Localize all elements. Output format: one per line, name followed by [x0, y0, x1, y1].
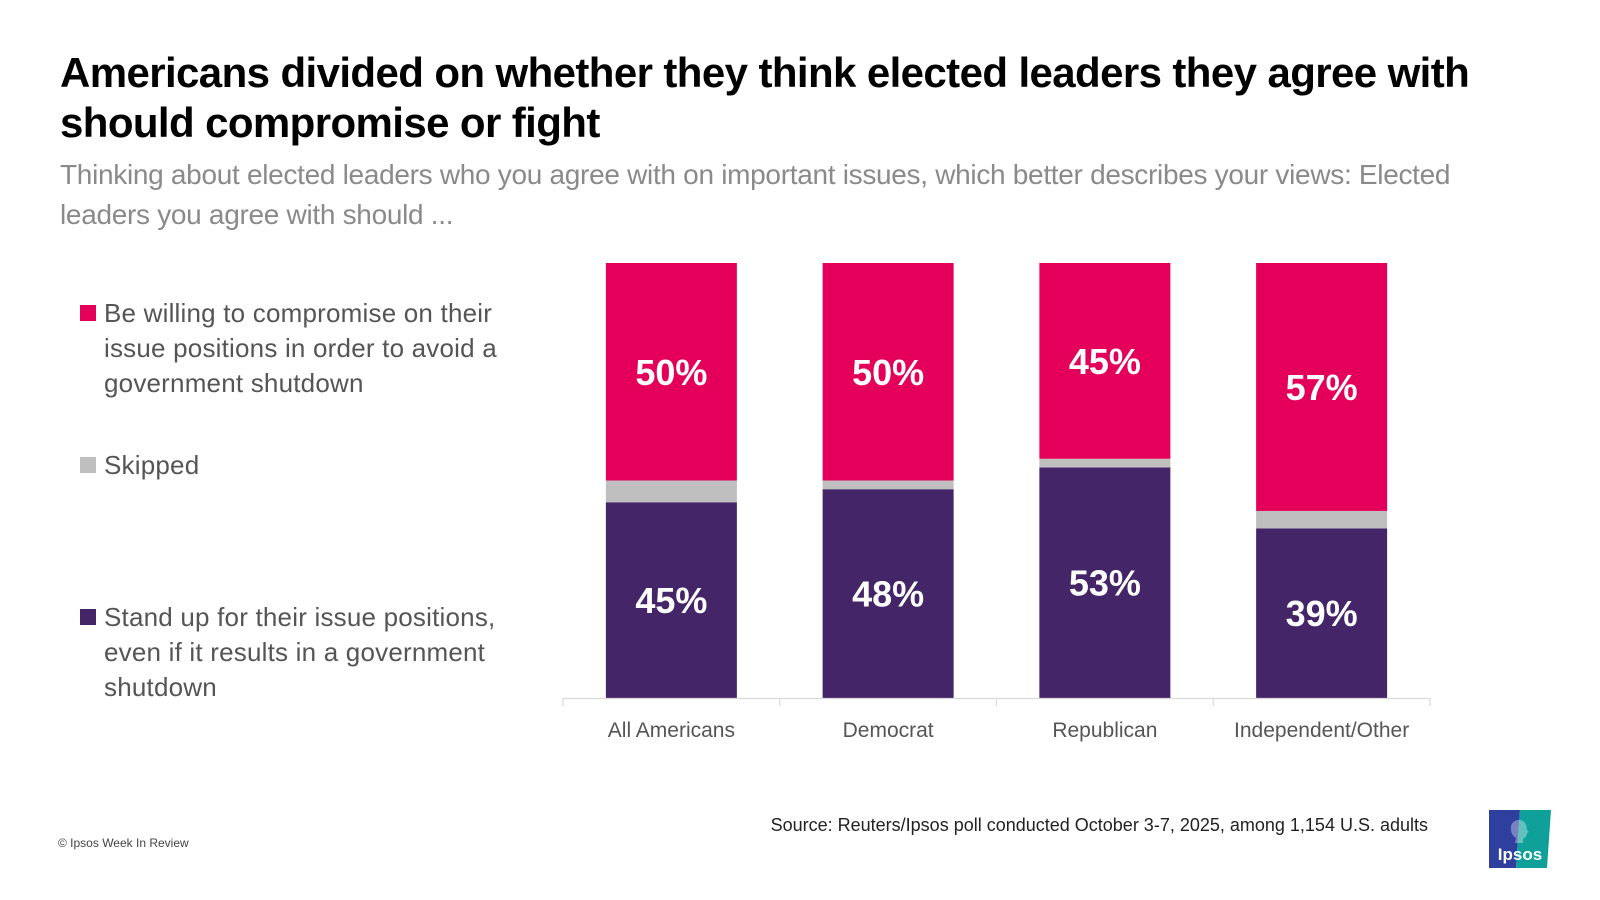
legend-swatch-stand-up	[80, 609, 96, 625]
data-label-stand-up: 48%	[852, 574, 924, 615]
bar-segment-compromise	[605, 263, 737, 481]
data-label-stand-up: 53%	[1069, 563, 1141, 604]
bar-segment-skipped	[1039, 458, 1171, 468]
bar-segment-stand-up	[605, 502, 737, 698]
category-label: All Americans	[608, 719, 735, 742]
data-label-compromise: 45%	[1069, 341, 1141, 382]
bar-segment-stand-up	[822, 489, 954, 698]
legend-label-skipped: Skipped	[104, 450, 200, 480]
ipsos-logo: Ipsos	[1489, 810, 1551, 868]
data-label-compromise: 50%	[635, 352, 707, 393]
legend-swatch-compromise	[80, 305, 96, 321]
copyright-notice: © Ipsos Week In Review	[58, 836, 189, 850]
bar-segment-skipped	[605, 480, 737, 503]
bar-segment-compromise	[1256, 263, 1388, 511]
legend-item-compromise: Be willing to compromise on their issue …	[80, 296, 550, 401]
data-label-stand-up: 45%	[635, 580, 707, 621]
x-axis	[562, 697, 1431, 706]
chart-title: Americans divided on whether they think …	[60, 49, 1470, 146]
category-label: Democrat	[843, 719, 934, 742]
labels-group: 45% 50% All Americans 48% 50% Democrat 53% 45% R…	[608, 341, 1409, 742]
data-label-compromise: 57%	[1286, 367, 1358, 408]
category-label: Republican	[1052, 719, 1157, 742]
bar-segment-skipped	[822, 480, 954, 490]
bar-segment-compromise	[1039, 263, 1171, 459]
legend-label-compromise: Be willing to compromise on their issue …	[104, 298, 497, 398]
bar-segment-stand-up	[1039, 467, 1171, 698]
data-label-stand-up: 39%	[1286, 593, 1358, 634]
bar-segment-skipped	[1256, 510, 1388, 529]
source-note: Source: Reuters/Ipsos poll conducted Oct…	[770, 815, 1428, 835]
legend-label-stand-up: Stand up for their issue positions, even…	[104, 602, 496, 702]
ipsos-logo-text: Ipsos	[1498, 845, 1542, 864]
legend-item-skipped: Skipped	[80, 448, 550, 483]
data-label-compromise: 50%	[852, 352, 924, 393]
bar-segment-compromise	[822, 263, 954, 481]
category-label: Independent/Other	[1234, 719, 1409, 742]
bars-group	[605, 263, 1388, 698]
chart-subtitle: Thinking about elected leaders who you a…	[60, 159, 1451, 230]
bar-segment-stand-up	[1256, 528, 1388, 698]
legend-swatch-skipped	[80, 457, 96, 473]
legend-item-stand-up: Stand up for their issue positions, even…	[80, 600, 550, 705]
